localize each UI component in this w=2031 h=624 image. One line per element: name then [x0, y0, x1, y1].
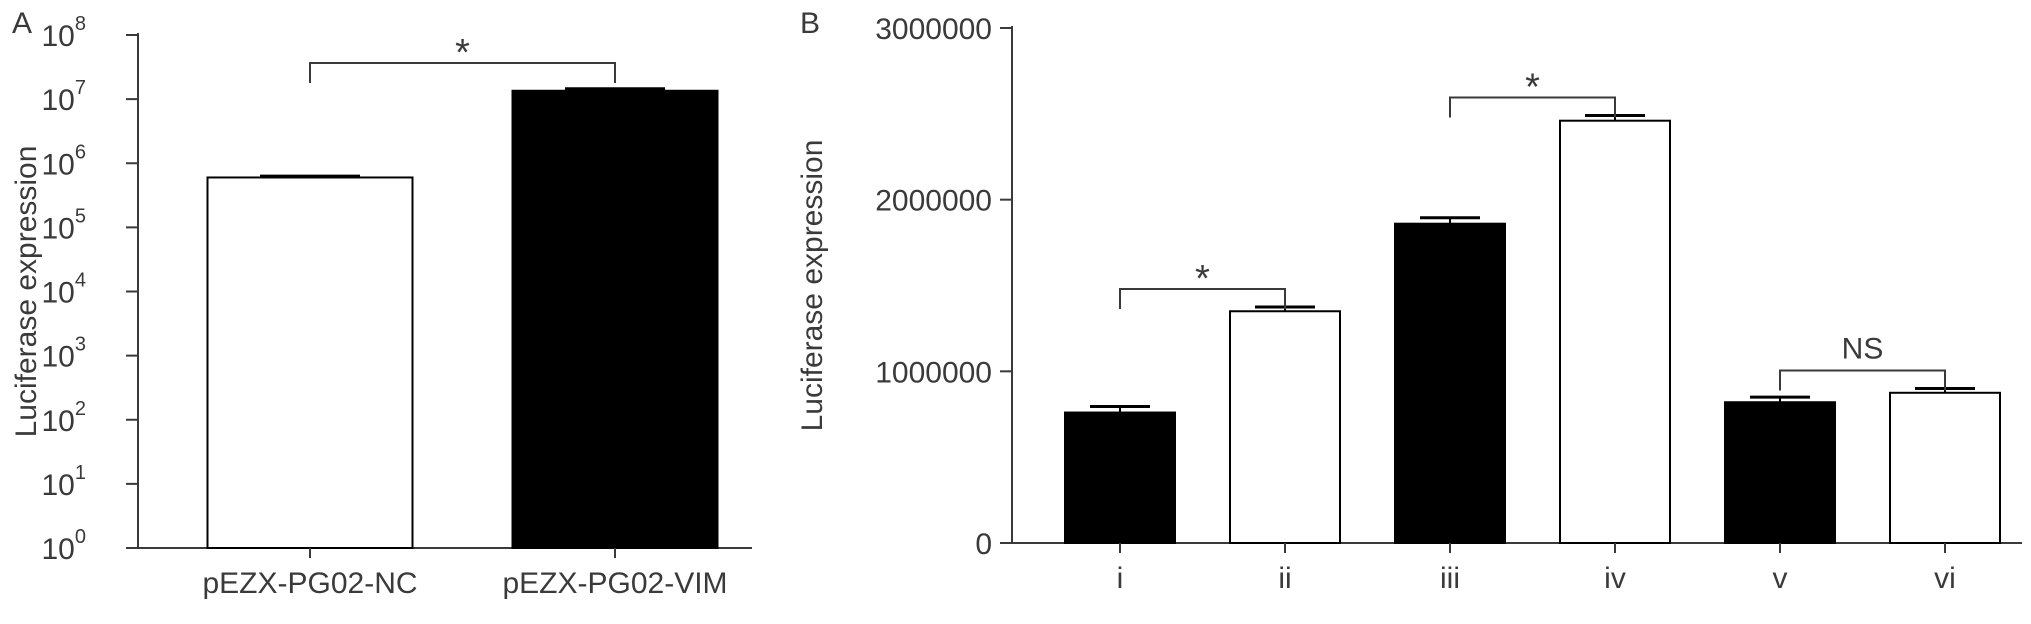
significance-bracket	[1449, 96, 1616, 118]
x-tick-label: i	[1117, 562, 1124, 595]
y-tick-base: 10	[42, 405, 75, 438]
x-tick-label: ii	[1278, 562, 1291, 595]
bar	[511, 89, 719, 550]
y-tick-exponent: 1	[75, 462, 86, 484]
y-tick-label: 2000000	[875, 185, 992, 218]
y-tick-label: 104	[42, 270, 87, 310]
y-tick-label: 0	[975, 528, 992, 561]
bar	[1889, 391, 2001, 544]
panel-b: B 0 1000000 2000000 3000000 Luciferase expres…	[796, 7, 2022, 595]
x-tick-label: vi	[1934, 562, 1956, 595]
y-tick-exponent: 8	[75, 13, 86, 35]
bar	[1064, 411, 1176, 544]
y-tick-label: 105	[42, 205, 87, 245]
y-tick-exponent: 7	[75, 77, 86, 99]
y-tick-label: 100	[42, 526, 87, 566]
y-tick-base: 10	[42, 20, 75, 53]
significance-label: *	[455, 32, 470, 74]
x-tick-label: v	[1773, 562, 1788, 595]
bar	[1559, 119, 1671, 544]
y-tick-base: 10	[42, 277, 75, 310]
significance-label: *	[1525, 67, 1540, 109]
y-tick-label: 106	[42, 141, 87, 181]
significance-label: *	[1195, 258, 1210, 300]
y-tick-label: 107	[42, 77, 87, 117]
y-tick-label: 108	[42, 13, 87, 53]
x-tick-label: iv	[1604, 562, 1626, 595]
y-tick-base: 10	[42, 469, 75, 502]
y-tick-base: 10	[42, 533, 75, 566]
y-tick-base: 10	[42, 212, 75, 245]
significance-label: NS	[1842, 333, 1884, 366]
y-tick-exponent: 5	[75, 205, 86, 227]
y-tick-label: 3000000	[875, 13, 992, 46]
y-tick-base: 10	[42, 148, 75, 181]
y-tick-exponent: 6	[75, 141, 86, 163]
y-tick-label: 101	[42, 462, 87, 502]
y-tick-exponent: 2	[75, 398, 86, 420]
y-tick-label: 102	[42, 398, 87, 438]
significance-bracket	[309, 62, 616, 83]
bar	[1229, 310, 1341, 544]
bar	[1394, 222, 1506, 544]
panel-label: B	[800, 7, 820, 40]
y-tick-label: 103	[42, 334, 87, 374]
panel-label: A	[12, 7, 32, 40]
significance-bracket	[1119, 287, 1286, 309]
bar	[1724, 401, 1836, 544]
y-tick-base: 10	[42, 341, 75, 374]
x-tick-label: iii	[1440, 562, 1460, 595]
y-axis-label: Luciferase expression	[796, 140, 829, 432]
y-axis-label: Luciferase expression	[10, 146, 43, 438]
x-tick-label: pEZX-PG02-NC	[202, 567, 417, 600]
y-tick-base: 10	[42, 84, 75, 117]
y-tick-exponent: 3	[75, 334, 86, 356]
y-tick-exponent: 0	[75, 526, 86, 548]
bar	[206, 176, 414, 549]
significance-bracket	[1779, 369, 1946, 391]
y-tick-label: 1000000	[875, 356, 992, 389]
x-tick-label: pEZX-PG02-VIM	[502, 567, 727, 600]
y-tick-exponent: 4	[75, 270, 86, 292]
